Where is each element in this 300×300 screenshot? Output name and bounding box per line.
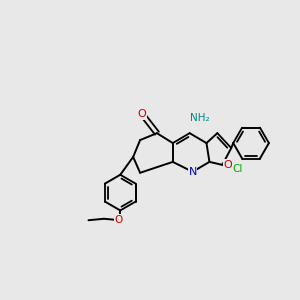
Text: NH₂: NH₂: [190, 113, 210, 123]
Text: N: N: [188, 167, 197, 177]
Text: O: O: [115, 214, 123, 225]
Text: Cl: Cl: [232, 164, 243, 174]
Text: O: O: [137, 109, 146, 119]
Text: O: O: [223, 160, 232, 170]
